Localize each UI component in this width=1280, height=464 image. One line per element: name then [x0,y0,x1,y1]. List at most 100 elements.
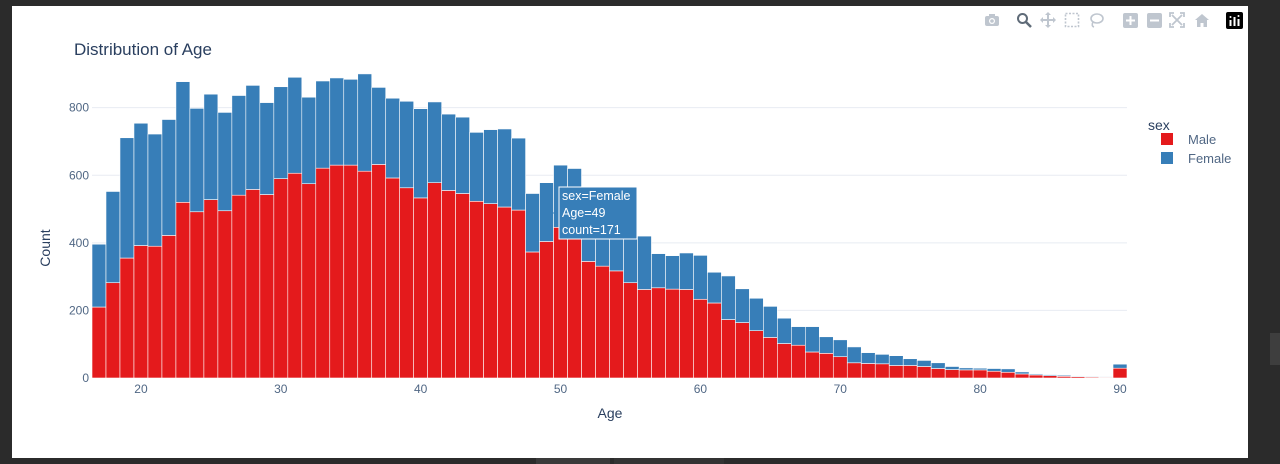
zoom-in-icon[interactable] [1120,10,1140,30]
bar-female[interactable] [231,95,247,196]
bar-male[interactable] [944,369,960,379]
bar-female[interactable] [1042,374,1058,376]
bar-female[interactable] [777,317,792,344]
bar-female[interactable] [511,137,526,211]
bar-male[interactable] [763,337,778,379]
bar-male[interactable] [832,356,848,379]
bar-female[interactable] [916,360,932,367]
bar-male[interactable] [259,194,275,379]
bar-male[interactable] [916,366,932,379]
bar-female[interactable] [161,119,177,236]
bar-male[interactable] [972,369,988,379]
bar-male[interactable] [203,199,219,379]
bar-male[interactable] [343,164,359,379]
bar-male[interactable] [567,231,582,379]
bar-female[interactable] [385,97,401,179]
bar-male[interactable] [147,245,163,379]
bar-male[interactable] [217,210,233,379]
bar-male[interactable] [986,370,1002,379]
bar-female[interactable] [846,346,862,364]
bar-female[interactable] [1000,368,1016,373]
bar-female[interactable] [763,306,778,338]
bar-male[interactable] [175,201,191,379]
bar-female[interactable] [483,129,498,204]
bar-female[interactable] [91,243,107,308]
bar-male[interactable] [497,206,512,379]
legend-item-female[interactable]: Female [1161,151,1231,166]
bar-male[interactable] [245,189,261,379]
bar-female[interactable] [259,102,275,195]
bar-female[interactable] [1056,374,1072,377]
bar-male[interactable] [329,164,345,379]
bar-female[interactable] [693,255,708,300]
camera-icon[interactable] [982,10,1002,30]
bar-male[interactable] [189,211,205,379]
bar-female[interactable] [525,193,540,253]
bar-female[interactable] [986,368,1002,372]
bar-female[interactable] [805,326,820,353]
reset-axes-icon[interactable] [1192,10,1212,30]
bar-female[interactable] [1084,376,1100,378]
bar-female[interactable] [874,354,890,365]
bottom-tab[interactable] [614,458,724,464]
bar-male[interactable] [888,365,904,379]
bar-female[interactable] [1112,363,1128,369]
bar-male[interactable] [693,298,708,379]
bar-male[interactable] [385,177,401,379]
bar-female[interactable] [972,367,988,371]
bar-male[interactable] [105,282,121,379]
bar-male[interactable] [119,257,135,379]
bar-male[interactable] [958,369,974,379]
bar-male[interactable] [749,330,764,379]
bar-male[interactable] [315,167,331,379]
bar-female[interactable] [441,113,456,191]
bar-female[interactable] [217,112,233,212]
bar-male[interactable] [707,302,722,379]
bar-male[interactable] [455,193,470,379]
bar-male[interactable] [1028,374,1044,379]
bar-female[interactable] [189,108,205,213]
bar-female[interactable] [679,252,694,290]
bar-male[interactable] [609,270,624,379]
bar-female[interactable] [930,362,946,369]
bar-female[interactable] [413,108,428,199]
bar-male[interactable] [91,306,107,379]
bar-male[interactable] [357,170,373,379]
bar-female[interactable] [1028,373,1044,376]
bar-female[interactable] [637,235,652,290]
bar-male[interactable] [1042,375,1058,379]
bar-female[interactable] [427,101,442,183]
bar-male[interactable] [735,322,750,379]
bar-male[interactable] [818,353,834,379]
bar-female[interactable] [735,288,750,323]
bar-male[interactable] [805,351,820,379]
bar-female[interactable] [818,336,834,354]
bar-female[interactable] [497,128,512,208]
bar-female[interactable] [133,122,149,246]
bar-female[interactable] [539,182,554,242]
bar-male[interactable] [1112,367,1128,379]
bar-male[interactable] [637,289,652,379]
bar-female[interactable] [791,326,806,346]
bar-female[interactable] [301,96,317,185]
bar-male[interactable] [679,289,694,379]
bar-male[interactable] [371,164,387,379]
bar-male[interactable] [161,235,177,379]
bar-female[interactable] [860,352,876,364]
bar-male[interactable] [665,288,680,379]
bar-female[interactable] [245,85,261,190]
bar-male[interactable] [777,343,792,379]
bar-female[interactable] [721,275,736,320]
bar-male[interactable] [623,282,638,379]
bar-female[interactable] [371,87,387,165]
lasso-select-icon[interactable] [1086,10,1106,30]
bar-male[interactable] [721,319,736,379]
scrollbar-thumb[interactable] [1270,333,1280,365]
bar-male[interactable] [231,194,247,379]
bar-female[interactable] [455,116,470,194]
pan-icon[interactable] [1038,10,1058,30]
bar-female[interactable] [1098,376,1114,378]
bar-female[interactable] [832,339,848,358]
bar-male[interactable] [595,265,610,379]
bar-male[interactable] [930,368,946,379]
